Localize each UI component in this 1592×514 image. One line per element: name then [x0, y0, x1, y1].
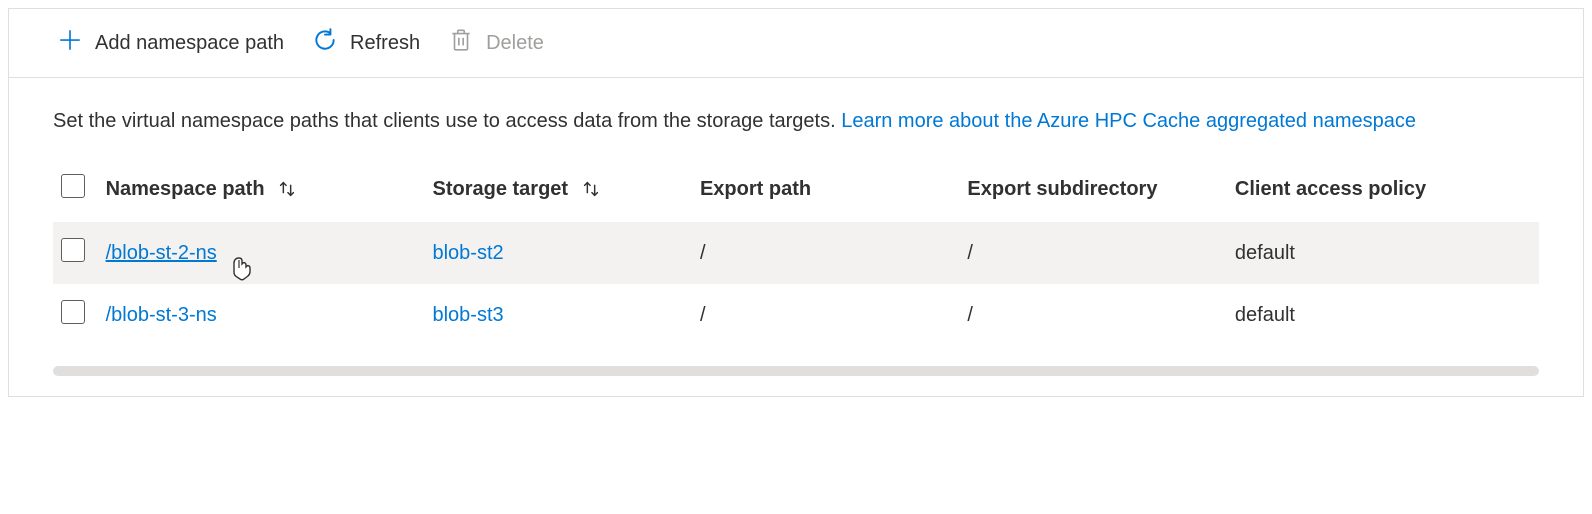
- col-namespace-path-label: Namespace path: [106, 178, 265, 200]
- col-storage-target[interactable]: Storage target: [424, 160, 691, 222]
- col-client-policy-label: Client access policy: [1235, 178, 1426, 200]
- col-namespace-path[interactable]: Namespace path: [98, 160, 425, 222]
- col-client-policy[interactable]: Client access policy: [1227, 160, 1539, 222]
- table-row[interactable]: /blob-st-3-ns blob-st3 / / default: [53, 284, 1539, 346]
- export-subdir-cell: /: [959, 284, 1226, 346]
- refresh-icon: [312, 27, 338, 59]
- sort-icon: [580, 178, 602, 200]
- namespace-table: Namespace path Storage target Export pat…: [53, 160, 1539, 346]
- export-path-cell: /: [692, 222, 959, 284]
- description: Set the virtual namespace paths that cli…: [9, 78, 1583, 160]
- client-policy-cell: default: [1227, 284, 1539, 346]
- export-subdir-cell: /: [959, 222, 1226, 284]
- row-checkbox[interactable]: [61, 238, 85, 262]
- table-row[interactable]: /blob-st-2-ns blob-st2 / / default: [53, 222, 1539, 284]
- delete-label: Delete: [486, 32, 544, 55]
- namespace-path-link[interactable]: /blob-st-3-ns: [106, 304, 217, 326]
- delete-button: Delete: [448, 27, 544, 59]
- row-checkbox[interactable]: [61, 300, 85, 324]
- trash-icon: [448, 27, 474, 59]
- namespace-panel: Add namespace path Refresh Delete Set th…: [8, 8, 1584, 397]
- col-export-subdir[interactable]: Export subdirectory: [959, 160, 1226, 222]
- learn-more-link[interactable]: Learn more about the Azure HPC Cache agg…: [841, 110, 1416, 132]
- select-all-checkbox[interactable]: [61, 174, 85, 198]
- table-header-row: Namespace path Storage target Export pat…: [53, 160, 1539, 222]
- horizontal-scrollbar[interactable]: [53, 366, 1539, 376]
- storage-target-link[interactable]: blob-st3: [432, 304, 503, 326]
- add-namespace-button[interactable]: Add namespace path: [57, 27, 284, 59]
- toolbar: Add namespace path Refresh Delete: [9, 9, 1583, 78]
- col-export-path[interactable]: Export path: [692, 160, 959, 222]
- table-body: /blob-st-2-ns blob-st2 / / default /blob…: [53, 222, 1539, 346]
- refresh-button[interactable]: Refresh: [312, 27, 420, 59]
- plus-icon: [57, 27, 83, 59]
- storage-target-link[interactable]: blob-st2: [432, 242, 503, 264]
- export-path-cell: /: [692, 284, 959, 346]
- col-storage-target-label: Storage target: [432, 178, 568, 200]
- description-text: Set the virtual namespace paths that cli…: [53, 110, 841, 132]
- sort-icon: [276, 178, 298, 200]
- client-policy-cell: default: [1227, 222, 1539, 284]
- refresh-label: Refresh: [350, 32, 420, 55]
- namespace-path-link[interactable]: /blob-st-2-ns: [106, 242, 217, 264]
- add-namespace-label: Add namespace path: [95, 32, 284, 55]
- table-container: Namespace path Storage target Export pat…: [9, 160, 1583, 346]
- col-export-subdir-label: Export subdirectory: [967, 178, 1157, 200]
- col-export-path-label: Export path: [700, 178, 811, 200]
